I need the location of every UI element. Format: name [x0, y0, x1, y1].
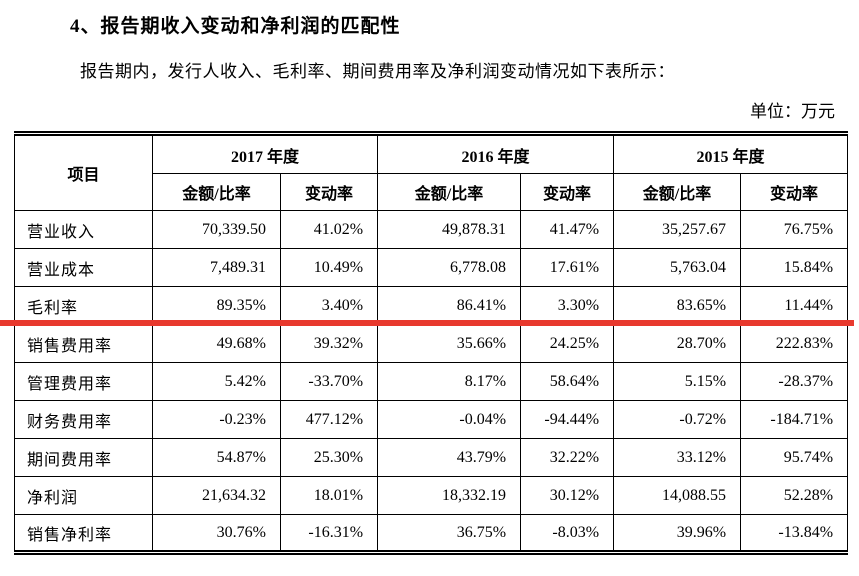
- cell-amount-2017: -0.23%: [152, 400, 281, 439]
- subheader-change-2016: 变动率: [520, 173, 615, 211]
- cell-change-2015: 222.83%: [740, 324, 849, 363]
- cell-amount-2015: 28.70%: [613, 324, 742, 363]
- cell-change-2016: 32.22%: [520, 438, 615, 477]
- financial-table: 项目 2017 年度 2016 年度 2015 年度 金额/比率 变动率 金额/…: [14, 131, 849, 555]
- cell-change-2015: 11.44%: [740, 286, 849, 325]
- cell-change-2016: 58.64%: [520, 362, 615, 401]
- cell-change-2015: -28.37%: [740, 362, 849, 401]
- table-row: 期间费用率 54.87% 25.30% 43.79% 32.22% 33.12%…: [14, 438, 849, 477]
- row-item-label: 管理费用率: [14, 362, 153, 401]
- cell-change-2015: 15.84%: [740, 248, 849, 287]
- row-item-label: 营业成本: [14, 248, 153, 287]
- cell-amount-2015: 5,763.04: [613, 248, 742, 287]
- cell-amount-2016: 35.66%: [377, 324, 522, 363]
- cell-amount-2015: 35,257.67: [613, 210, 742, 249]
- cell-change-2016: 41.47%: [520, 210, 615, 249]
- table-row: 营业收入 70,339.50 41.02% 49,878.31 41.47% 3…: [14, 210, 849, 249]
- cell-change-2016: -94.44%: [520, 400, 615, 439]
- cell-change-2017: 3.40%: [279, 286, 379, 325]
- red-underline-annotation: [0, 320, 854, 326]
- subheader-change-2015: 变动率: [740, 173, 849, 211]
- section-heading: 4、报告期收入变动和净利润的匹配性: [70, 16, 401, 37]
- row-item-label: 销售净利率: [14, 514, 153, 553]
- cell-amount-2015: 83.65%: [613, 286, 742, 325]
- cell-change-2017: 41.02%: [279, 210, 379, 249]
- cell-amount-2017: 30.76%: [152, 514, 281, 553]
- year-group-header-2016: 2016 年度: [377, 133, 615, 174]
- cell-amount-2015: 39.96%: [613, 514, 742, 553]
- item-column-header: 项目: [14, 133, 153, 211]
- row-item-label: 销售费用率: [14, 324, 153, 363]
- cell-change-2017: -33.70%: [279, 362, 379, 401]
- subheader-amount-2015: 金额/比率: [613, 173, 742, 211]
- cell-amount-2016: -0.04%: [377, 400, 522, 439]
- cell-amount-2017: 5.42%: [152, 362, 281, 401]
- cell-change-2016: 30.12%: [520, 476, 615, 515]
- cell-amount-2017: 21,634.32: [152, 476, 281, 515]
- subheader-amount-2016: 金额/比率: [377, 173, 522, 211]
- year-group-header-2015: 2015 年度: [613, 133, 849, 174]
- table-row: 管理费用率 5.42% -33.70% 8.17% 58.64% 5.15% -…: [14, 362, 849, 401]
- cell-change-2017: 10.49%: [279, 248, 379, 287]
- cell-amount-2016: 86.41%: [377, 286, 522, 325]
- table-row: 销售费用率 49.68% 39.32% 35.66% 24.25% 28.70%…: [14, 324, 849, 363]
- subheader-amount-2017: 金额/比率: [152, 173, 281, 211]
- cell-amount-2017: 7,489.31: [152, 248, 281, 287]
- cell-amount-2017: 70,339.50: [152, 210, 281, 249]
- intro-paragraph: 报告期内，发行人收入、毛利率、期间费用率及净利润变动情况如下表所示：: [80, 62, 675, 81]
- row-item-label: 营业收入: [14, 210, 153, 249]
- cell-change-2015: -13.84%: [740, 514, 849, 553]
- cell-amount-2016: 43.79%: [377, 438, 522, 477]
- cell-amount-2016: 36.75%: [377, 514, 522, 553]
- cell-change-2017: -16.31%: [279, 514, 379, 553]
- cell-change-2016: 3.30%: [520, 286, 615, 325]
- table-row: 净利润 21,634.32 18.01% 18,332.19 30.12% 14…: [14, 476, 849, 515]
- cell-amount-2017: 89.35%: [152, 286, 281, 325]
- cell-change-2017: 39.32%: [279, 324, 379, 363]
- subheader-change-2017: 变动率: [279, 173, 379, 211]
- row-item-label: 期间费用率: [14, 438, 153, 477]
- table-header: 项目 2017 年度 2016 年度 2015 年度 金额/比率 变动率 金额/…: [14, 133, 849, 211]
- table-row: 营业成本 7,489.31 10.49% 6,778.08 17.61% 5,7…: [14, 248, 849, 287]
- unit-label: 单位：万元: [750, 102, 835, 121]
- cell-amount-2016: 8.17%: [377, 362, 522, 401]
- table-body: 营业收入 70,339.50 41.02% 49,878.31 41.47% 3…: [14, 210, 849, 553]
- cell-change-2017: 25.30%: [279, 438, 379, 477]
- row-item-label: 财务费用率: [14, 400, 153, 439]
- year-group-header-2017: 2017 年度: [151, 133, 379, 174]
- cell-change-2015: 52.28%: [740, 476, 849, 515]
- cell-amount-2016: 6,778.08: [377, 248, 522, 287]
- cell-amount-2015: 5.15%: [613, 362, 742, 401]
- cell-change-2015: -184.71%: [740, 400, 849, 439]
- cell-change-2017: 18.01%: [279, 476, 379, 515]
- row-item-label: 净利润: [14, 476, 153, 515]
- cell-change-2016: -8.03%: [520, 514, 615, 553]
- cell-amount-2015: 33.12%: [613, 438, 742, 477]
- cell-amount-2017: 49.68%: [152, 324, 281, 363]
- cell-amount-2015: -0.72%: [613, 400, 742, 439]
- cell-change-2015: 76.75%: [740, 210, 849, 249]
- cell-change-2015: 95.74%: [740, 438, 849, 477]
- table-row: 财务费用率 -0.23% 477.12% -0.04% -94.44% -0.7…: [14, 400, 849, 439]
- table-row: 销售净利率 30.76% -16.31% 36.75% -8.03% 39.96…: [14, 514, 849, 553]
- cell-change-2016: 17.61%: [520, 248, 615, 287]
- cell-amount-2017: 54.87%: [152, 438, 281, 477]
- cell-amount-2016: 49,878.31: [377, 210, 522, 249]
- row-item-label: 毛利率: [14, 286, 153, 325]
- cell-change-2016: 24.25%: [520, 324, 615, 363]
- cell-amount-2016: 18,332.19: [377, 476, 522, 515]
- table-row: 毛利率 89.35% 3.40% 86.41% 3.30% 83.65% 11.…: [14, 286, 849, 325]
- cell-change-2017: 477.12%: [279, 400, 379, 439]
- cell-amount-2015: 14,088.55: [613, 476, 742, 515]
